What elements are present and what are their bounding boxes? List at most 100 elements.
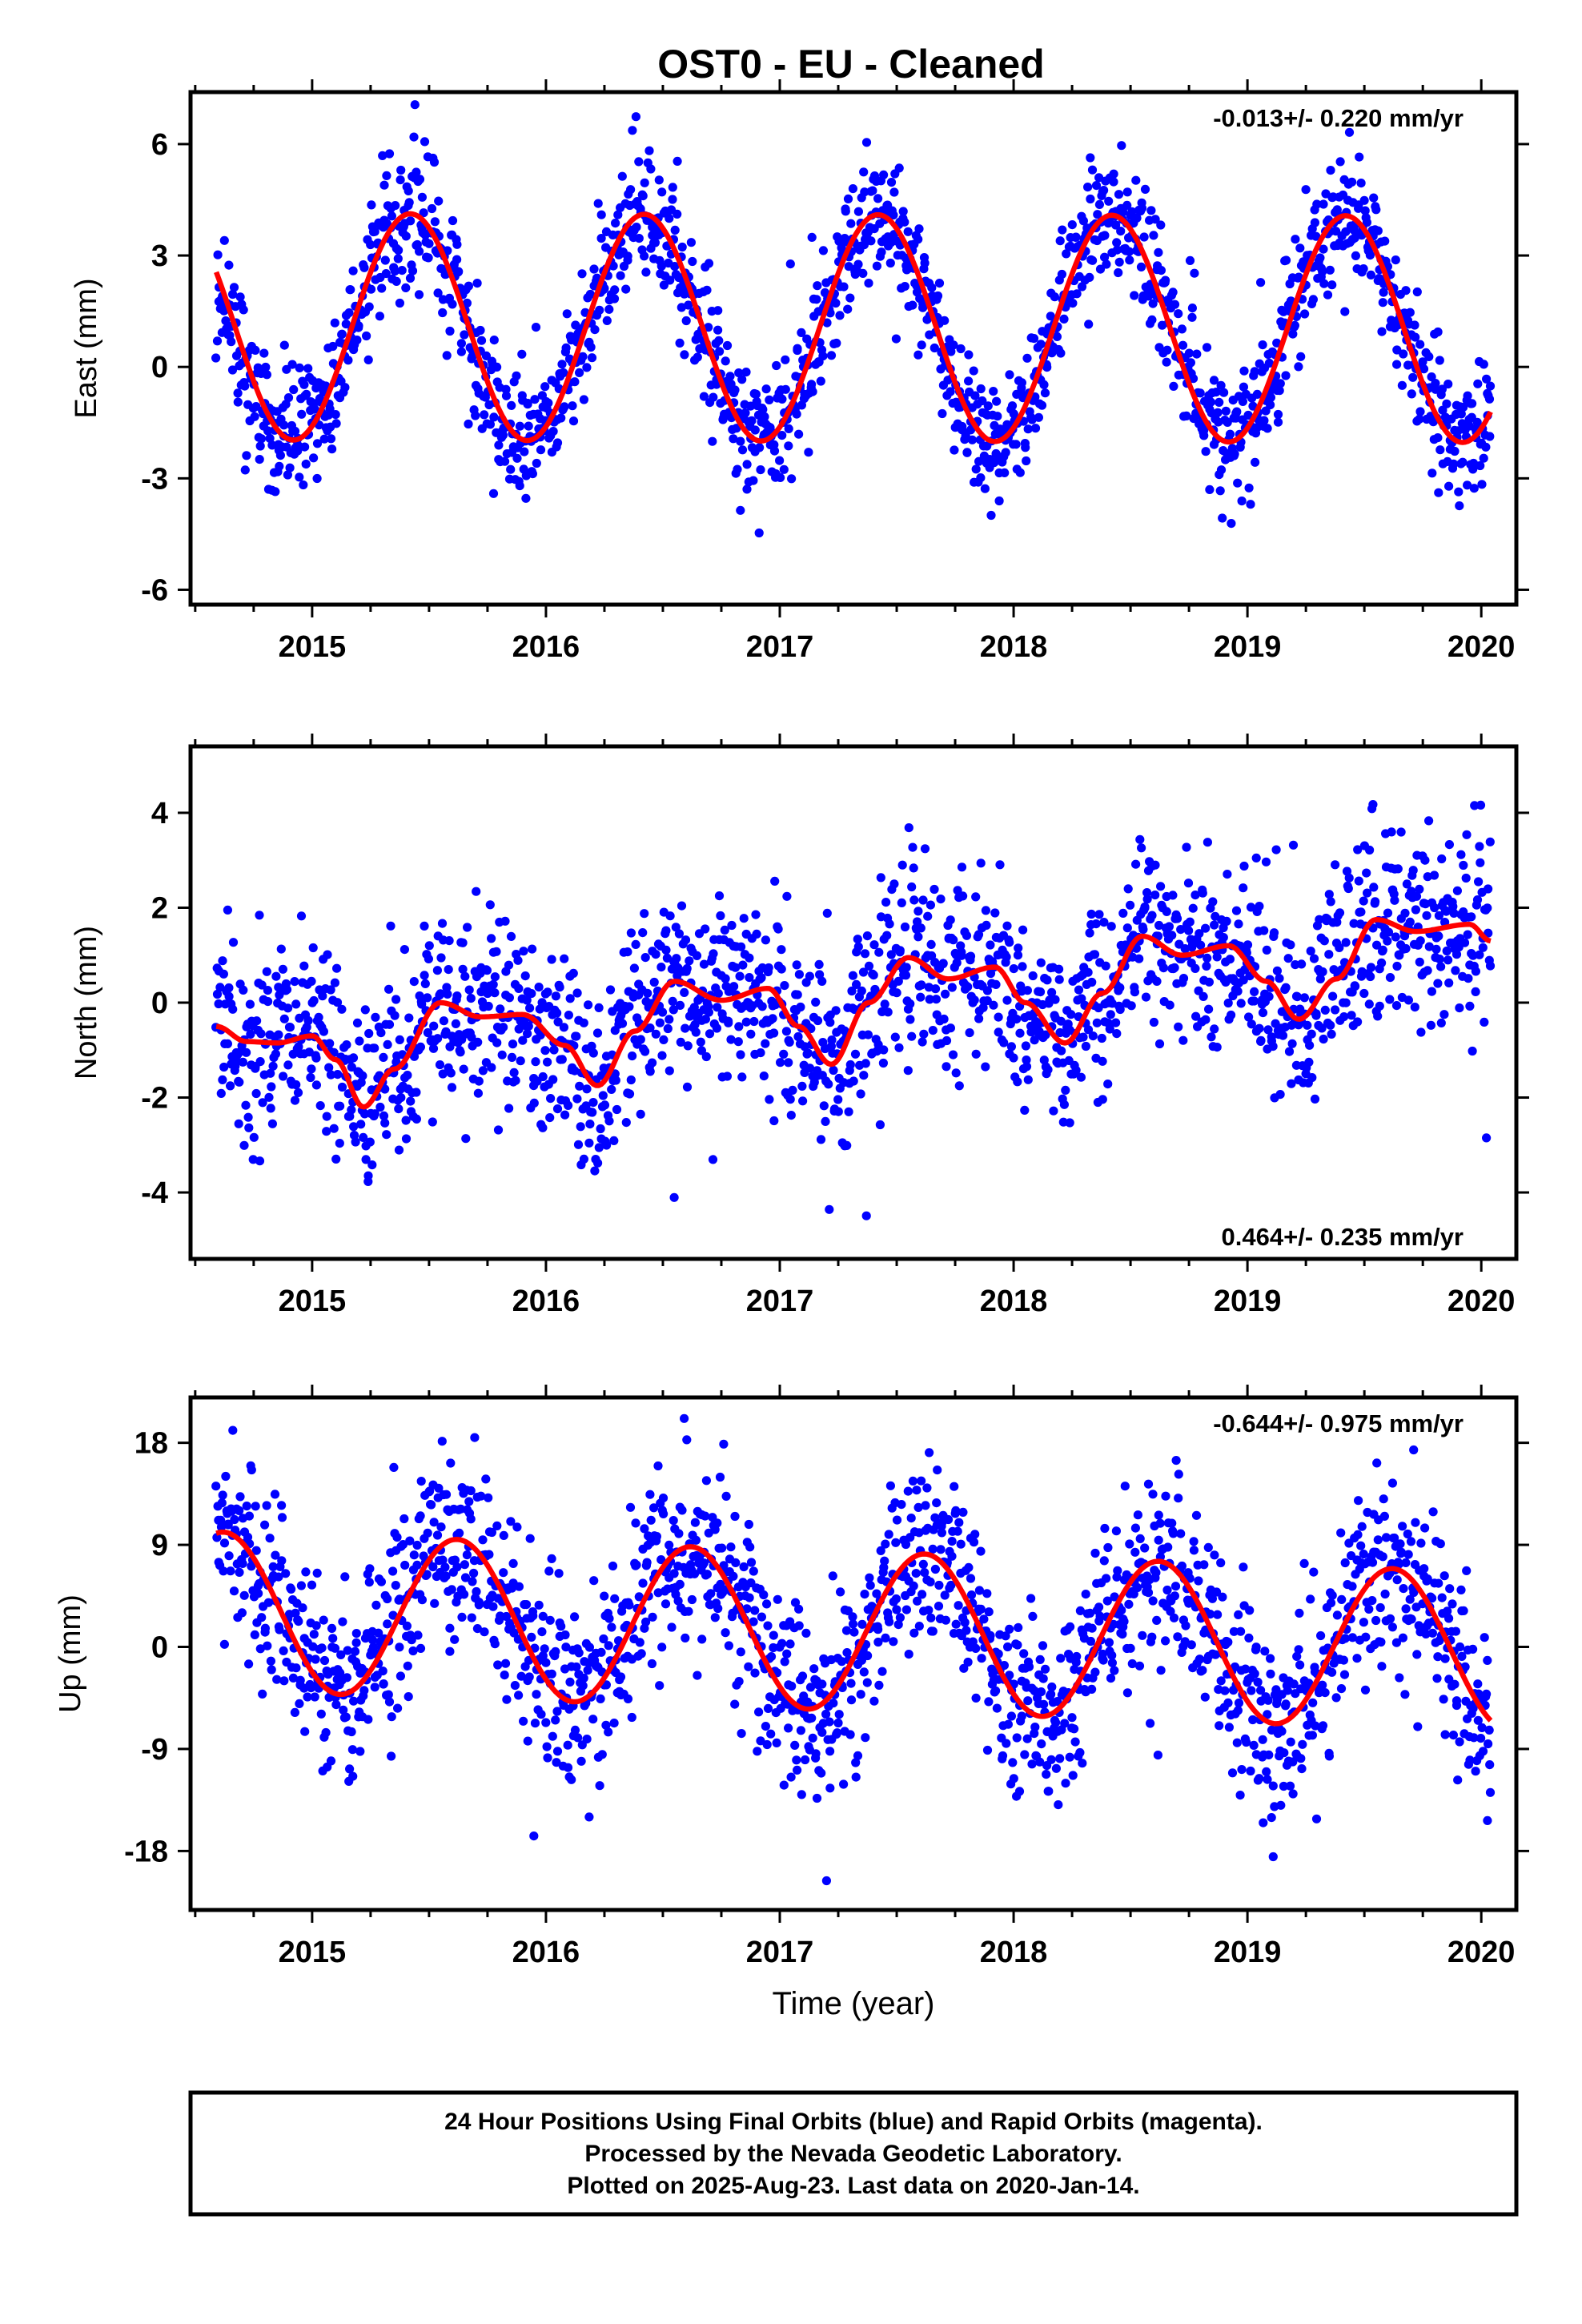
data-point	[557, 360, 567, 369]
data-point	[1471, 987, 1480, 996]
data-point	[570, 377, 580, 387]
data-point	[969, 366, 978, 376]
data-point	[1054, 1800, 1063, 1810]
data-point	[504, 1104, 514, 1113]
data-point	[865, 1573, 874, 1582]
data-point	[1077, 994, 1086, 1003]
data-point	[856, 1089, 865, 1099]
data-point	[957, 951, 966, 960]
data-point	[371, 1600, 381, 1610]
data-point	[734, 1677, 744, 1687]
data-point	[652, 1532, 662, 1542]
data-point	[290, 426, 300, 436]
data-point	[430, 1598, 440, 1608]
data-point	[786, 1111, 796, 1120]
data-point	[1437, 854, 1447, 864]
data-point	[1284, 1047, 1295, 1056]
data-point	[734, 1022, 744, 1031]
data-point	[976, 473, 986, 483]
data-point	[414, 290, 424, 300]
data-point	[1253, 1677, 1263, 1687]
data-point	[552, 1707, 562, 1716]
data-point	[931, 995, 941, 1004]
data-point	[885, 258, 895, 268]
data-point	[493, 1660, 503, 1670]
data-point	[1038, 1674, 1048, 1683]
data-point	[942, 1035, 952, 1046]
data-point	[398, 1540, 408, 1550]
data-point	[1119, 1617, 1129, 1626]
data-point	[1410, 1003, 1419, 1012]
data-point	[293, 1088, 303, 1097]
data-point	[708, 436, 717, 446]
data-point	[1244, 483, 1254, 493]
data-point	[460, 971, 470, 981]
data-point	[1043, 1065, 1053, 1075]
data-point	[390, 266, 400, 276]
data-point	[657, 187, 667, 197]
data-point	[1215, 397, 1224, 407]
data-point	[640, 909, 649, 919]
data-point	[1267, 1032, 1276, 1042]
data-point	[1131, 175, 1141, 185]
data-point	[811, 997, 821, 1007]
data-point	[1223, 1637, 1233, 1647]
data-point	[1065, 1752, 1074, 1762]
data-point	[1029, 334, 1039, 344]
data-point	[641, 267, 651, 277]
data-point	[1399, 931, 1410, 941]
data-point	[235, 1492, 245, 1502]
data-point	[766, 1652, 777, 1662]
data-point	[648, 1058, 657, 1068]
data-point	[701, 1511, 710, 1521]
data-point	[1087, 165, 1098, 175]
data-point	[796, 1726, 806, 1735]
data-point	[279, 1072, 288, 1081]
data-point	[754, 1707, 764, 1717]
data-point	[579, 395, 589, 404]
data-point	[837, 1657, 846, 1667]
data-point	[437, 1437, 447, 1446]
data-point	[362, 331, 371, 341]
data-point	[792, 409, 801, 419]
data-point	[853, 1751, 863, 1760]
data-point	[215, 983, 225, 992]
data-point	[946, 1580, 956, 1590]
data-point	[825, 1018, 835, 1027]
data-point	[829, 1065, 838, 1076]
data-point	[705, 1029, 715, 1039]
data-point	[263, 426, 273, 436]
data-point	[632, 1560, 641, 1570]
data-point	[759, 1072, 769, 1081]
data-point	[1359, 988, 1369, 999]
data-point	[595, 305, 604, 315]
data-point	[797, 1790, 806, 1799]
data-point	[278, 964, 287, 974]
data-point	[1191, 1510, 1202, 1520]
data-point	[1169, 381, 1178, 391]
data-point	[654, 175, 664, 185]
data-point	[296, 911, 307, 921]
data-point	[294, 1042, 303, 1051]
data-point	[271, 1550, 280, 1560]
data-point	[1341, 227, 1351, 236]
data-point	[396, 1093, 406, 1103]
data-point	[684, 1606, 693, 1616]
data-point	[221, 1471, 231, 1482]
data-point	[1071, 232, 1081, 242]
data-point	[472, 887, 481, 896]
data-point	[1015, 468, 1025, 477]
data-point	[825, 1717, 834, 1727]
data-point	[1112, 245, 1122, 255]
data-point	[932, 1498, 942, 1508]
data-point	[928, 1626, 938, 1636]
data-point	[417, 1595, 428, 1605]
data-point	[1439, 1010, 1449, 1019]
data-point	[1085, 1608, 1095, 1618]
data-point	[849, 1377, 858, 1386]
data-point	[349, 1131, 359, 1140]
data-point	[1018, 962, 1027, 971]
data-point	[1259, 926, 1269, 935]
data-point	[825, 1783, 835, 1793]
data-point	[472, 279, 482, 288]
